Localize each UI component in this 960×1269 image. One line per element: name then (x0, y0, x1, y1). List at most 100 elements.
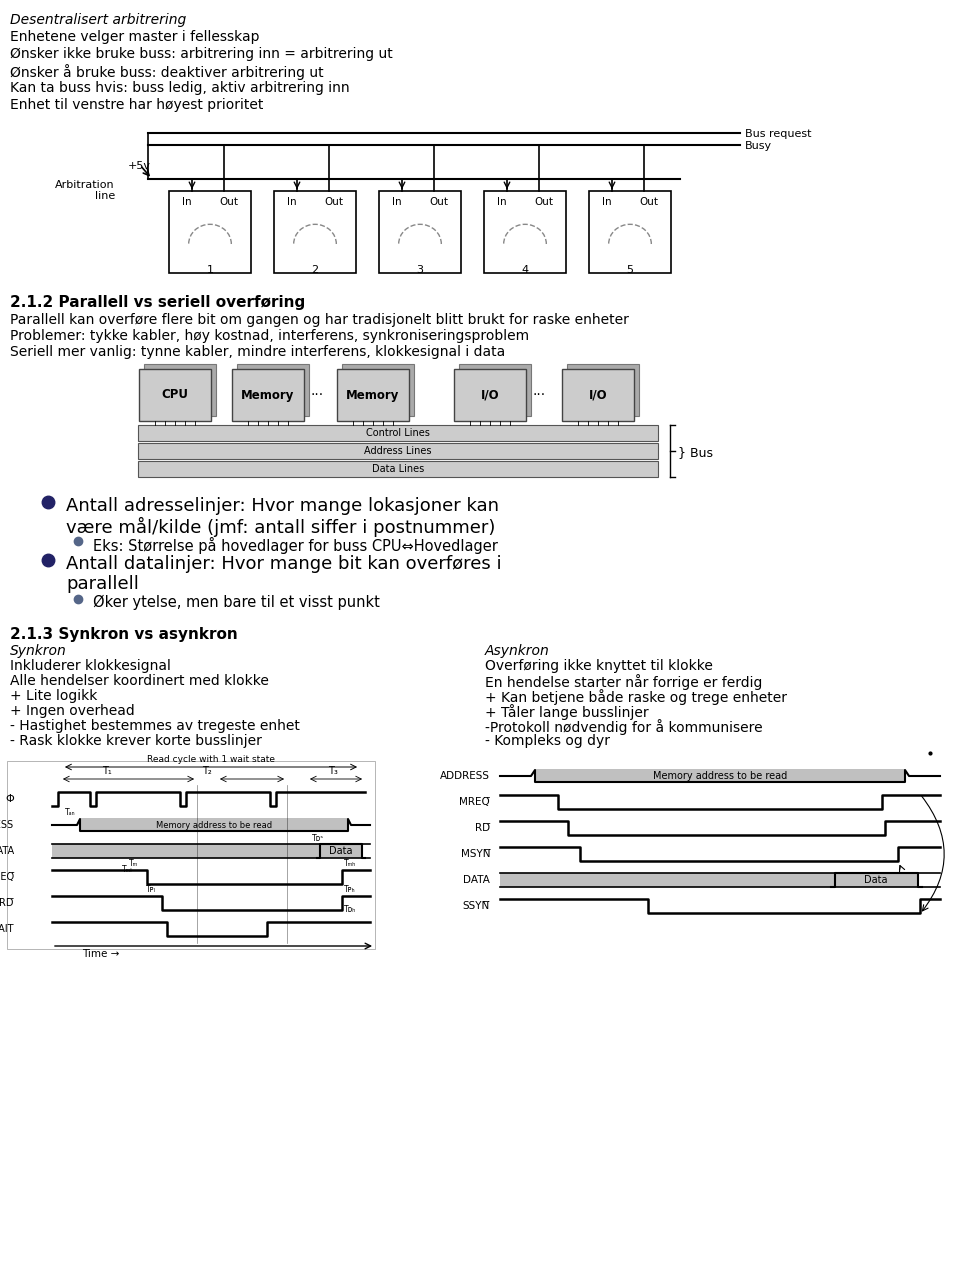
Text: Bus request: Bus request (745, 129, 811, 140)
Text: Time →: Time → (82, 949, 119, 959)
Bar (484, 192, 566, 273)
Text: Tᴅˢ: Tᴅˢ (312, 834, 324, 843)
Text: Tₘ: Tₘ (129, 859, 138, 868)
Text: Address Lines: Address Lines (364, 445, 432, 456)
Text: I/O: I/O (588, 388, 608, 401)
Text: Enhet til venstre har høyest prioritet: Enhet til venstre har høyest prioritet (10, 98, 263, 112)
Bar (139, 369, 211, 421)
Text: ···: ··· (310, 388, 324, 402)
Text: Ønsker ikke bruke buss: arbitrering inn = arbitrering ut: Ønsker ikke bruke buss: arbitrering inn … (10, 47, 393, 61)
Text: Tᴘₕ: Tᴘₕ (344, 884, 355, 893)
Text: In: In (497, 197, 507, 207)
Text: Synkron: Synkron (10, 643, 67, 659)
Text: Problemer: tykke kabler, høy kostnad, interferens, synkroniseringsproblem: Problemer: tykke kabler, høy kostnad, in… (10, 329, 529, 343)
Text: MREQ̅: MREQ̅ (0, 872, 14, 882)
Text: - Rask klokke krever korte busslinjer: - Rask klokke krever korte busslinjer (10, 733, 262, 747)
Text: DATA: DATA (0, 846, 14, 857)
Text: MSYN̅: MSYN̅ (461, 849, 490, 859)
Text: 4: 4 (521, 265, 529, 275)
Bar (379, 192, 461, 273)
Text: Memory: Memory (347, 388, 399, 401)
Bar (237, 364, 309, 416)
Text: Antall adresselinjer: Hvor mange lokasjoner kan: Antall adresselinjer: Hvor mange lokasjo… (66, 497, 499, 515)
Text: Kan ta buss hvis: buss ledig, aktiv arbitrering inn: Kan ta buss hvis: buss ledig, aktiv arbi… (10, 81, 349, 95)
Bar (7, 761, 375, 949)
Text: I/O: I/O (481, 388, 499, 401)
Bar (562, 369, 634, 421)
Bar (320, 844, 362, 858)
Text: -Protokoll nødvendig for å kommunisere: -Protokoll nødvendig for å kommunisere (485, 720, 762, 735)
Text: T₂: T₂ (203, 766, 212, 777)
Text: T₃: T₃ (328, 766, 338, 777)
Bar (337, 369, 409, 421)
Text: Overføring ikke knyttet til klokke: Overføring ikke knyttet til klokke (485, 659, 713, 673)
Text: WAIT̅: WAIT̅ (0, 924, 14, 934)
Text: DATA: DATA (463, 876, 490, 884)
Text: RD̅: RD̅ (0, 898, 14, 909)
Text: MREQ̅: MREQ̅ (459, 797, 490, 807)
Bar (500, 873, 835, 887)
Bar (835, 873, 918, 887)
Text: Parallell kan overføre flere bit om gangen og har tradisjonelt blitt brukt for r: Parallell kan overføre flere bit om gang… (10, 313, 629, 327)
Text: CPU: CPU (161, 388, 188, 401)
Text: Memory: Memory (241, 388, 295, 401)
Text: Enhetene velger master i fellesskap: Enhetene velger master i fellesskap (10, 30, 259, 44)
Bar (567, 364, 639, 416)
Text: - Hastighet bestemmes av tregeste enhet: - Hastighet bestemmes av tregeste enhet (10, 720, 300, 733)
Text: Seriell mer vanlig: tynne kabler, mindre interferens, klokkesignal i data: Seriell mer vanlig: tynne kabler, mindre… (10, 345, 505, 359)
Text: + Kan betjene både raske og trege enheter: + Kan betjene både raske og trege enhete… (485, 689, 787, 706)
Text: Tᴘₗ: Tᴘₗ (146, 884, 156, 893)
Bar (138, 443, 658, 459)
Text: Out: Out (535, 197, 554, 207)
Text: ADDRESS: ADDRESS (0, 820, 14, 830)
Text: SSYN̅: SSYN̅ (463, 901, 490, 911)
Text: Eks: Størrelse på hovedlager for buss CPU⇔Hovedlager: Eks: Størrelse på hovedlager for buss CP… (93, 537, 498, 555)
Text: ADDRESS: ADDRESS (440, 772, 490, 780)
Text: 1: 1 (206, 265, 213, 275)
Bar (138, 461, 658, 477)
Text: Out: Out (639, 197, 659, 207)
Text: Data: Data (864, 876, 888, 884)
Text: Arbitration: Arbitration (56, 180, 115, 190)
Text: Antall datalinjer: Hvor mange bit kan overføres i: Antall datalinjer: Hvor mange bit kan ov… (66, 555, 502, 574)
Text: Memory address to be read: Memory address to be read (156, 821, 272, 830)
Text: 2: 2 (311, 265, 319, 275)
Text: 2.1.3 Synkron vs asynkron: 2.1.3 Synkron vs asynkron (10, 627, 238, 642)
Bar (232, 369, 304, 421)
Text: være mål/kilde (jmf: antall siffer i postnummer): være mål/kilde (jmf: antall siffer i pos… (66, 516, 495, 537)
Bar (138, 425, 658, 442)
Bar (459, 364, 531, 416)
Text: En hendelse starter når forrige er ferdig: En hendelse starter når forrige er ferdi… (485, 674, 762, 690)
Bar (52, 844, 320, 858)
Text: line: line (95, 192, 115, 201)
Text: Memory address to be read: Memory address to be read (653, 772, 787, 780)
Text: In: In (393, 197, 402, 207)
Text: Øker ytelse, men bare til et visst punkt: Øker ytelse, men bare til et visst punkt (93, 595, 380, 610)
Text: 3: 3 (417, 265, 423, 275)
Bar (342, 364, 414, 416)
Text: RD̅: RD̅ (475, 824, 490, 832)
Text: + Tåler lange busslinjer: + Tåler lange busslinjer (485, 704, 649, 720)
Text: Data Lines: Data Lines (372, 464, 424, 475)
Text: Desentralisert arbitrering: Desentralisert arbitrering (10, 13, 186, 27)
Text: Tₘₗ: Tₘₗ (122, 865, 132, 874)
Text: Tᴅₕ: Tᴅₕ (344, 905, 356, 914)
Text: Control Lines: Control Lines (366, 428, 430, 438)
Bar (454, 369, 526, 421)
Text: 5: 5 (627, 265, 634, 275)
Bar (80, 819, 348, 832)
Text: 2.1.2 Parallell vs seriell overføring: 2.1.2 Parallell vs seriell overføring (10, 294, 305, 310)
Text: Inkluderer klokkesignal: Inkluderer klokkesignal (10, 659, 171, 673)
Text: T₁: T₁ (102, 766, 112, 777)
Text: parallell: parallell (66, 575, 139, 593)
Text: In: In (602, 197, 612, 207)
Text: Read cycle with 1 wait state: Read cycle with 1 wait state (147, 755, 275, 764)
Text: Out: Out (324, 197, 344, 207)
Text: - Kompleks og dyr: - Kompleks og dyr (485, 733, 610, 747)
Text: In: In (182, 197, 192, 207)
Text: + Ingen overhead: + Ingen overhead (10, 704, 134, 718)
Bar (274, 192, 356, 273)
Text: In: In (287, 197, 297, 207)
Text: Φ: Φ (5, 794, 14, 805)
Text: ···: ··· (532, 388, 545, 402)
